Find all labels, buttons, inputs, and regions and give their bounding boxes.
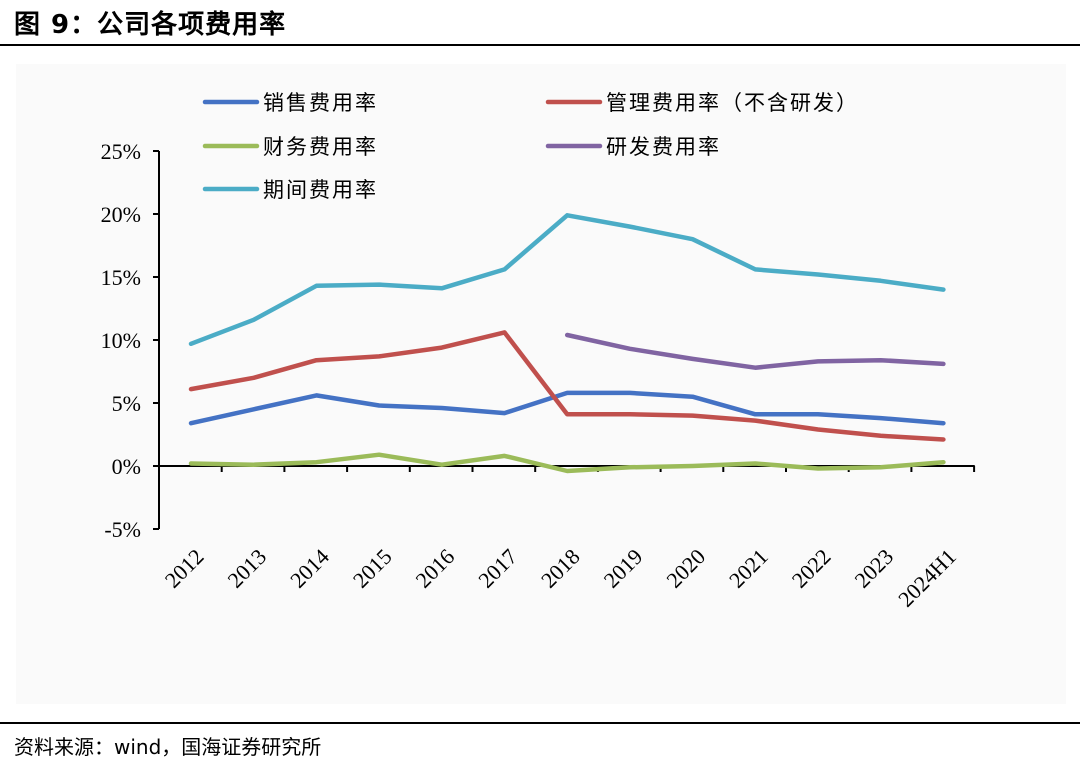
y-tick-label: 15% (101, 265, 141, 290)
x-tick-label: 2014 (285, 544, 334, 593)
series-line-5 (188, 213, 946, 347)
legend-label-3: 财务费用率 (263, 135, 378, 159)
series-line-4 (564, 332, 946, 370)
legend-label-5: 期间费用率 (263, 178, 378, 202)
top-rule (0, 44, 1080, 46)
chart-panel (16, 64, 1066, 704)
source-note: 资料来源：wind，国海证券研究所 (14, 735, 322, 759)
x-tick-label: 2015 (348, 544, 397, 593)
y-tick-label: -5% (104, 517, 141, 542)
legend-label-1: 销售费用率 (263, 91, 378, 115)
x-tick-label: 2020 (661, 544, 710, 593)
series-line-2 (188, 330, 946, 442)
x-tick-label: 2012 (160, 544, 209, 593)
legend-label-2: 管理费用率（不含研发） (606, 91, 859, 115)
bottom-rule (0, 722, 1080, 724)
x-tick-label: 2022 (787, 544, 836, 593)
series-line-1 (188, 390, 946, 426)
x-tick-label: 2024H1 (893, 544, 961, 612)
y-tick-label: 20% (101, 202, 141, 227)
x-tick-label: 2017 (473, 544, 522, 593)
x-tick-label: 2023 (849, 544, 898, 593)
series-lines (188, 213, 946, 474)
y-tick-label: 5% (112, 391, 141, 416)
legend-label-4: 研发费用率 (606, 135, 721, 159)
series-line-3 (188, 452, 946, 474)
x-tick-label: 2018 (536, 544, 585, 593)
x-tick-label: 2016 (411, 544, 460, 593)
x-tick-label: 2021 (724, 544, 773, 593)
x-tick-label: 2019 (599, 544, 648, 593)
x-tick-label: 2013 (222, 544, 271, 593)
y-tick-label: 25% (101, 139, 141, 164)
y-tick-label: 0% (112, 454, 141, 479)
figure-title: 图 9：公司各项费用率 (14, 10, 287, 40)
y-tick-label: 10% (101, 328, 141, 353)
